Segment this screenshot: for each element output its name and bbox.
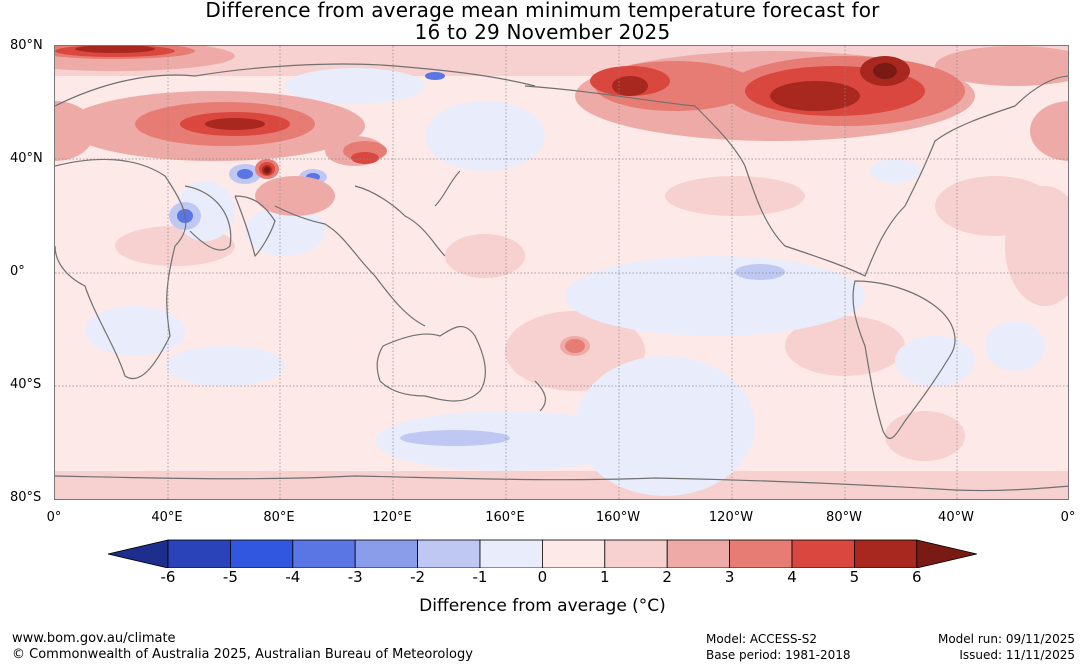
footer-issued: Issued: 11/11/2025 bbox=[959, 648, 1075, 662]
footer-model: Model: ACCESS-S2 bbox=[706, 632, 818, 646]
colorbar-tick-label: -3 bbox=[347, 568, 363, 586]
colorbar-segment bbox=[854, 539, 918, 568]
graticule bbox=[55, 46, 1068, 499]
colorbar-tick-label: -1 bbox=[472, 568, 488, 586]
footer-base-period: Base period: 1981-2018 bbox=[706, 648, 851, 662]
colorbar bbox=[107, 539, 977, 568]
colorbar-segment bbox=[604, 539, 668, 568]
colorbar-segment bbox=[729, 539, 793, 568]
lon-label-120w: 120°W bbox=[708, 510, 754, 525]
colorbar-segment bbox=[167, 539, 231, 568]
lat-label-40s: 40°S bbox=[10, 377, 42, 392]
colorbar-tick-label: 4 bbox=[787, 568, 797, 586]
lon-label-120e: 120°E bbox=[372, 510, 412, 525]
colorbar-extend-low bbox=[107, 539, 169, 568]
colorbar-tick-label: -6 bbox=[160, 568, 176, 586]
colorbar-tick-label: -2 bbox=[410, 568, 426, 586]
colorbar-tick-label: 6 bbox=[912, 568, 922, 586]
colorbar-tick-label: 5 bbox=[849, 568, 860, 586]
colorbar-tick-label: 2 bbox=[662, 568, 672, 586]
lat-label-equator: 0° bbox=[10, 264, 25, 279]
lon-label-0-right: 0° bbox=[1060, 510, 1076, 525]
colorbar-segment bbox=[417, 539, 481, 568]
lon-label-80w: 80°W bbox=[826, 510, 862, 525]
lat-label-80n: 80°N bbox=[10, 38, 43, 53]
map-title-line-2: 16 to 29 November 2025 bbox=[414, 20, 671, 44]
strong-cool-regions bbox=[177, 72, 445, 223]
colorbar-title: Difference from average (°C) bbox=[419, 596, 666, 616]
footer-model-run: Model run: 09/11/2025 bbox=[937, 632, 1075, 646]
lon-label-40w: 40°W bbox=[938, 510, 974, 525]
temperature-anomaly-map bbox=[54, 45, 1069, 500]
map-title-line-1: Difference from average mean minimum tem… bbox=[205, 0, 880, 22]
colorbar-segment bbox=[292, 539, 356, 568]
lon-label-0-left: 0° bbox=[46, 510, 62, 525]
colorbar-segment bbox=[354, 539, 419, 568]
peak-warm-regions bbox=[264, 63, 897, 173]
lon-label-80e: 80°E bbox=[263, 510, 295, 525]
lon-label-160w: 160°W bbox=[595, 510, 641, 525]
footer-copyright: © Commonwealth of Australia 2025, Austra… bbox=[12, 647, 473, 662]
colorbar-tick-label: -5 bbox=[222, 568, 238, 586]
footer-url: www.bom.gov.au/climate bbox=[12, 631, 176, 646]
colorbar-tick-label: 3 bbox=[724, 568, 735, 586]
colorbar-segment bbox=[666, 539, 731, 568]
colorbar-segment bbox=[542, 539, 606, 568]
colorbar-segment bbox=[791, 539, 855, 568]
lon-label-160e: 160°E bbox=[485, 510, 525, 525]
colorbar-tick-label: -4 bbox=[285, 568, 301, 586]
lat-label-40n: 40°N bbox=[10, 151, 43, 166]
cool-anomaly-regions bbox=[85, 68, 1045, 496]
colorbar-extend-high bbox=[916, 539, 977, 568]
colorbar-segment bbox=[479, 539, 543, 568]
colorbar-tick-label: 1 bbox=[600, 568, 610, 586]
coastlines bbox=[55, 63, 1068, 492]
lon-label-40e: 40°E bbox=[151, 510, 183, 525]
colorbar-tick-label: 0 bbox=[537, 568, 548, 586]
colorbar-segment bbox=[229, 539, 294, 568]
lat-label-80s: 80°S bbox=[10, 490, 42, 505]
